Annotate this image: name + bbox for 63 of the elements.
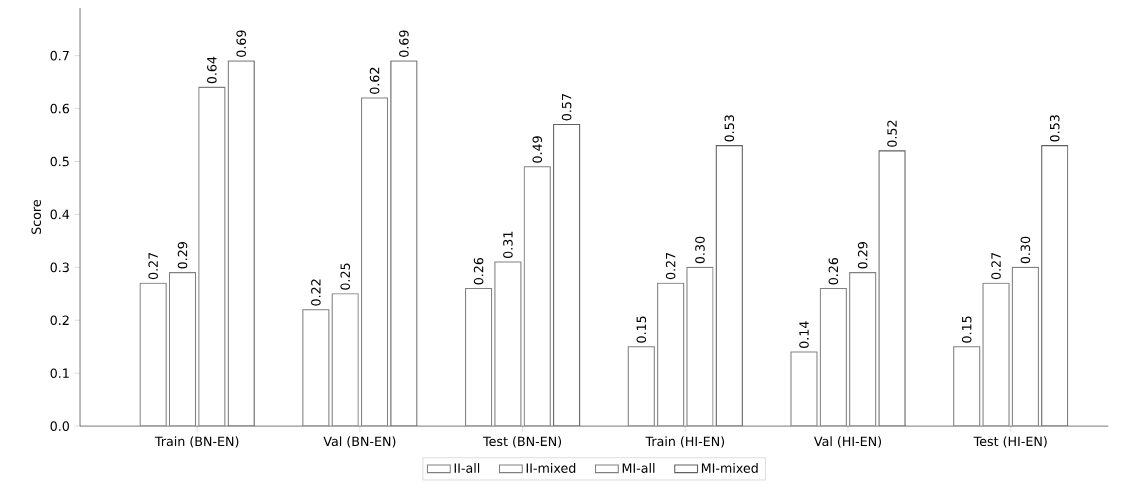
bar xyxy=(849,272,877,427)
data-label: 0.53 xyxy=(1049,115,1060,142)
bar xyxy=(302,309,330,427)
legend-label: II-mixed xyxy=(526,463,576,473)
bar xyxy=(553,123,581,427)
bar xyxy=(953,346,981,427)
data-label: 0.64 xyxy=(207,56,217,84)
x-tick-label: Test (HI-EN) xyxy=(973,436,1047,448)
bar xyxy=(227,60,255,427)
data-label: 0.31 xyxy=(503,231,513,258)
x-tick-label: Train (HI-EN) xyxy=(645,436,725,448)
y-tick-label: 0.4 xyxy=(50,209,70,220)
data-label: 0.62 xyxy=(369,67,380,94)
y-tick-label: 0.5 xyxy=(50,156,69,167)
data-label: 0.57 xyxy=(561,94,572,121)
bar xyxy=(523,166,551,427)
data-label: 0.22 xyxy=(311,279,321,306)
data-label: 0.15 xyxy=(961,316,972,343)
data-label: 0.29 xyxy=(857,242,868,269)
data-label: 0.15 xyxy=(636,316,647,343)
bar xyxy=(1041,145,1069,427)
bar xyxy=(390,60,418,427)
bar xyxy=(790,351,818,427)
data-label: 0.26 xyxy=(828,257,839,285)
x-tick-label: Val (BN-EN) xyxy=(323,436,396,448)
y-tick-label: 0.3 xyxy=(50,262,69,273)
x-tick-label: Train (BN-EN) xyxy=(154,436,239,448)
data-label: 0.69 xyxy=(399,30,409,57)
data-label: 0.25 xyxy=(340,263,351,290)
bar xyxy=(627,346,655,427)
bar xyxy=(878,150,906,427)
y-tick-label: 0.1 xyxy=(50,368,69,378)
data-label: 0.30 xyxy=(695,236,705,264)
y-tick-label: 0.2 xyxy=(50,315,69,326)
data-label: 0.27 xyxy=(991,252,1001,280)
bar xyxy=(494,261,522,427)
legend-label: II-all xyxy=(454,463,480,473)
bar xyxy=(819,287,847,427)
y-tick-label: 0.0 xyxy=(50,421,69,431)
x-tick-label: Test (BN-EN) xyxy=(483,436,562,448)
bar xyxy=(465,287,493,427)
data-label: 0.27 xyxy=(665,252,676,280)
legend-label: MI-mixed xyxy=(701,463,758,473)
bar xyxy=(657,282,685,427)
data-label: 0.26 xyxy=(473,257,484,285)
bar xyxy=(139,282,167,427)
y-axis-title: Score xyxy=(31,199,41,234)
data-label: 0.30 xyxy=(1020,236,1031,264)
bar xyxy=(982,282,1010,427)
bar xyxy=(168,272,197,427)
y-tick-label: 0.7 xyxy=(50,50,69,61)
bar xyxy=(686,266,714,427)
bar xyxy=(361,97,389,427)
data-label: 0.52 xyxy=(887,120,897,147)
data-label: 0.49 xyxy=(532,136,543,163)
data-label: 0.29 xyxy=(177,242,188,269)
data-label: 0.53 xyxy=(724,115,735,142)
data-label: 0.69 xyxy=(236,30,246,57)
x-tick-label: Val (HI-EN) xyxy=(814,436,882,448)
data-label: 0.27 xyxy=(148,252,158,280)
legend-label: MI-all xyxy=(622,463,655,473)
y-tick-label: 0.6 xyxy=(50,103,70,114)
data-label: 0.14 xyxy=(799,321,809,348)
